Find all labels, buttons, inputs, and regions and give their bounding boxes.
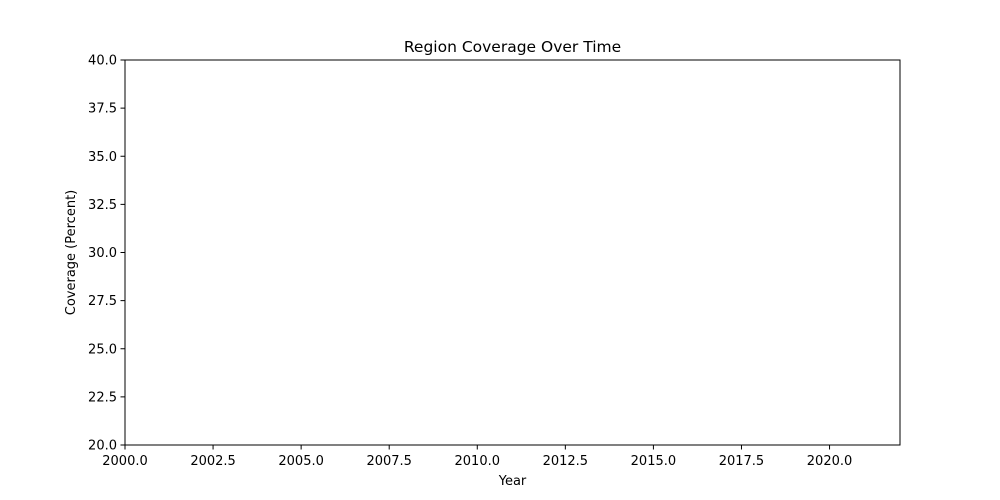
x-tick-label: 2012.5 bbox=[543, 454, 589, 469]
y-tick-label: 32.5 bbox=[88, 198, 117, 213]
y-tick-label: 30.0 bbox=[88, 246, 117, 261]
x-axis: 2000.0 2002.5 2005.0 2007.5 2010.0 2012.5 2015… bbox=[102, 445, 852, 469]
y-axis-label: Coverage (Percent) bbox=[64, 190, 79, 315]
x-tick-label: 2005.0 bbox=[278, 454, 324, 469]
y-tick-label: 40.0 bbox=[88, 54, 117, 69]
x-tick-label: 2020.0 bbox=[807, 454, 853, 469]
x-axis-label: Year bbox=[498, 474, 527, 489]
y-tick-label: 27.5 bbox=[88, 294, 117, 309]
x-tick-label: 2015.0 bbox=[631, 454, 677, 469]
x-tick-label: 2007.5 bbox=[366, 454, 412, 469]
y-tick-label: 35.0 bbox=[88, 150, 117, 165]
y-axis: 20.0 22.5 25.0 27.5 30.0 32.5 35.0 37.5 40.0 bbox=[88, 54, 125, 454]
x-tick-label: 2000.0 bbox=[102, 454, 148, 469]
y-tick-label: 22.5 bbox=[88, 390, 117, 405]
x-tick-label: 2002.5 bbox=[190, 454, 236, 469]
x-tick-label: 2010.0 bbox=[455, 454, 501, 469]
y-tick-label: 25.0 bbox=[88, 342, 117, 357]
x-tick-label: 2017.5 bbox=[719, 454, 765, 469]
chart-title: Region Coverage Over Time bbox=[404, 38, 621, 56]
y-tick-label: 20.0 bbox=[88, 439, 117, 454]
y-tick-label: 37.5 bbox=[88, 102, 117, 117]
